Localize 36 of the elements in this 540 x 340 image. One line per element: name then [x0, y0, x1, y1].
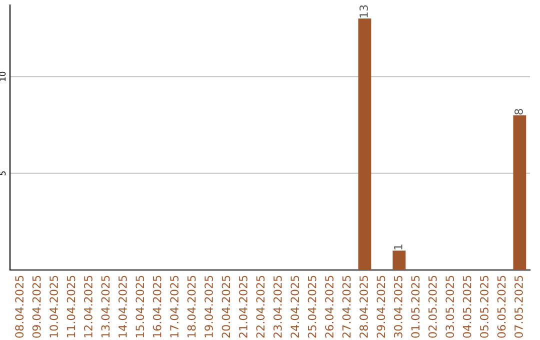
x-tick-label: 26.04.2025 — [325, 276, 334, 338]
data-label: 13 — [360, 5, 368, 18]
bar — [513, 115, 526, 270]
x-tick-label: 23.04.2025 — [273, 276, 282, 338]
x-tick-label: 03.05.2025 — [446, 276, 454, 338]
x-tick-label: 24.04.2025 — [290, 276, 300, 338]
x-tick-label: 01.05.2025 — [411, 276, 420, 338]
x-tick-label: 22.04.2025 — [256, 276, 265, 338]
x-tick-label: 21.04.2025 — [238, 276, 248, 338]
x-tick-label: 30.04.2025 — [394, 276, 402, 338]
x-tick-label: 08.04.2025 — [15, 276, 24, 338]
bar — [392, 250, 406, 270]
x-tick-label: 15.04.2025 — [136, 276, 144, 338]
x-tick-label: 06.05.2025 — [497, 276, 506, 338]
x-tick-label: 13.04.2025 — [101, 276, 110, 338]
x-tick-label: 11.04.2025 — [66, 276, 76, 338]
bar — [358, 18, 372, 270]
x-tick-label: 17.04.2025 — [170, 276, 179, 338]
x-tick-label: 10.04.2025 — [50, 276, 58, 338]
data-label: 8 — [514, 108, 523, 114]
x-tick-label: 05.05.2025 — [480, 276, 488, 338]
x-tick-label: 28.04.2025 — [360, 276, 368, 338]
x-tick-label: 09.04.2025 — [32, 276, 41, 338]
x-tick-label: 07.05.2025 — [514, 276, 523, 338]
x-tick-label: 19.04.2025 — [204, 276, 213, 338]
x-tick-label: 25.04.2025 — [308, 276, 316, 338]
x-tick-label: 16.04.2025 — [152, 276, 162, 338]
x-tick-label: 04.05.2025 — [462, 276, 472, 338]
x-tick-label: 20.04.2025 — [222, 276, 230, 338]
x-tick-label: 14.04.2025 — [118, 276, 127, 338]
x-tick-label: 27.04.2025 — [342, 276, 351, 338]
x-tick-label: 02.05.2025 — [428, 276, 437, 338]
data-label: 1 — [394, 244, 402, 250]
x-tick-label: 18.04.2025 — [187, 276, 196, 338]
x-tick-label: 12.04.2025 — [84, 276, 92, 338]
x-tick-label: 29.04.2025 — [376, 276, 386, 338]
